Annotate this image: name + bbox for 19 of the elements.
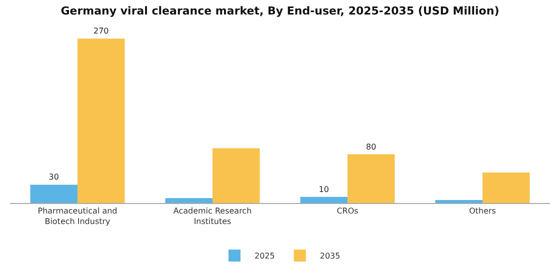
bar [30, 184, 78, 203]
bar [300, 196, 348, 203]
x-tick-label: Pharmaceutical and Biotech Industry [38, 206, 118, 226]
data-label: 10 [318, 184, 329, 194]
chart-title: Germany viral clearance market, By End-user, 2025-2035 (USD Million) [60, 4, 500, 18]
data-label: 270 [93, 26, 109, 36]
bar [348, 154, 395, 203]
bar [482, 172, 530, 203]
data-label: 80 [366, 142, 376, 152]
bar [78, 38, 125, 203]
data-label: 30 [48, 172, 59, 182]
x-tick-label: Others [469, 206, 496, 216]
x-tick-label: CROs [336, 206, 358, 216]
bar [165, 198, 212, 203]
legend-label: 2025 [254, 252, 275, 261]
bar [435, 200, 482, 203]
bar [212, 148, 260, 203]
x-tick-label: Academic Research Institutes [173, 206, 252, 226]
legend-label: 2035 [320, 252, 340, 261]
